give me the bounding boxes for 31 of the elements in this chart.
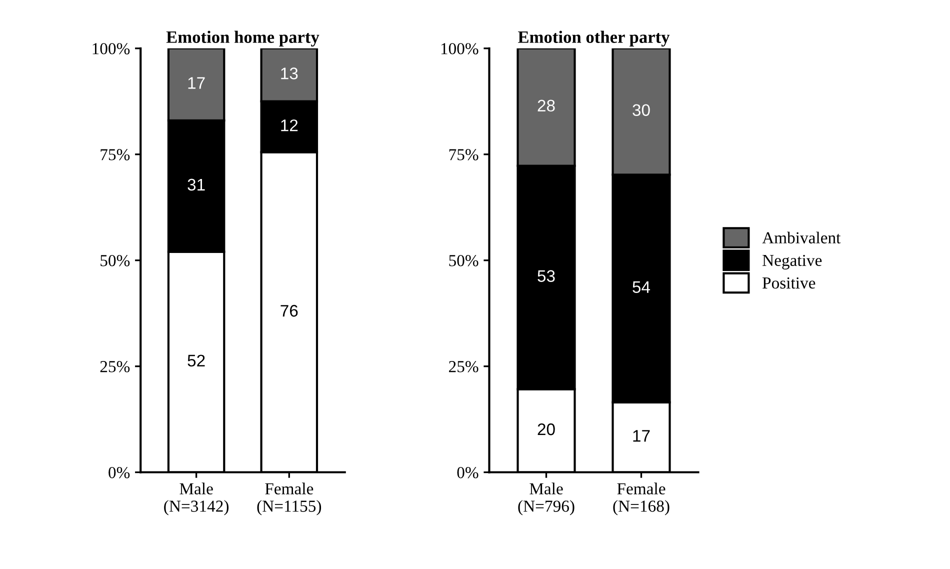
data-label: 17 xyxy=(188,77,205,89)
x-tick-label: Female (N=168) xyxy=(613,482,670,516)
legend-label: Positive xyxy=(762,277,816,289)
data-label: 76 xyxy=(280,304,298,317)
data-label: 28 xyxy=(538,100,555,112)
legend-label: Negative xyxy=(762,254,822,270)
data-label: 31 xyxy=(188,178,205,191)
data-label: 13 xyxy=(281,68,298,80)
y-tick-label: 25% xyxy=(449,360,478,372)
y-tick-label: 100% xyxy=(92,43,130,54)
y-tick-label: 0% xyxy=(108,466,130,478)
data-label: 12 xyxy=(281,119,298,132)
data-label: 52 xyxy=(188,354,205,367)
data-label: 54 xyxy=(632,281,650,293)
x-tick-label: Female (N=1155) xyxy=(257,482,322,516)
data-label: 30 xyxy=(632,104,650,116)
y-tick-label: 50% xyxy=(449,255,478,266)
chart-title: Emotion home party xyxy=(166,30,320,47)
y-tick-label: 0% xyxy=(457,466,478,478)
data-label: 17 xyxy=(633,430,650,442)
data-label: 53 xyxy=(538,270,555,282)
y-tick-label: 75% xyxy=(449,149,478,160)
y-tick-label: 25% xyxy=(100,360,130,372)
legend-label: Ambivalent xyxy=(762,232,841,244)
y-tick-label: 50% xyxy=(100,255,130,266)
x-tick-label: Male (N=796) xyxy=(518,482,574,516)
x-tick-label: Male (N=3142) xyxy=(164,482,229,516)
chart-title: Emotion other party xyxy=(518,30,670,47)
y-tick-label: 100% xyxy=(441,43,478,54)
y-tick-label: 75% xyxy=(100,149,130,160)
data-label: 20 xyxy=(538,423,555,436)
